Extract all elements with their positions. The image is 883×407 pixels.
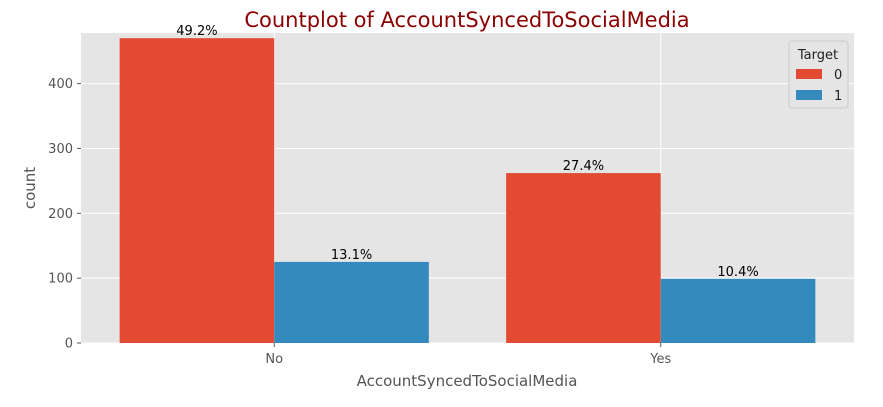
bar-data-label: 13.1% — [331, 248, 372, 263]
y-tick-label: 100 — [48, 272, 73, 287]
bar — [506, 173, 661, 343]
bars: 49.2% 13.1% 27.4% 10.4% — [119, 24, 816, 343]
x-tick-label: Yes — [649, 352, 671, 367]
y-axis-ticks: 0 100 200 300 400 — [48, 77, 81, 352]
legend-title: Target — [797, 48, 838, 63]
bar — [660, 278, 816, 343]
y-tick-label: 0 — [65, 337, 73, 352]
bar — [274, 261, 429, 343]
y-tick-label: 400 — [48, 77, 73, 92]
bar-data-label: 27.4% — [563, 159, 604, 174]
y-tick-label: 300 — [48, 142, 73, 157]
legend-entry-label: 1 — [834, 89, 842, 104]
legend: Target 0 1 — [788, 40, 849, 109]
bar-data-label: 10.4% — [717, 265, 758, 280]
x-axis-label: AccountSyncedToSocialMedia — [357, 372, 578, 390]
bar-data-label: 49.2% — [176, 24, 217, 39]
legend-swatch — [796, 69, 822, 79]
x-axis-ticks: No Yes — [265, 343, 671, 367]
bar — [119, 38, 275, 343]
x-tick-label: No — [265, 352, 283, 367]
legend-entry-label: 0 — [834, 68, 842, 83]
y-tick-label: 200 — [48, 207, 73, 222]
y-axis-label: count — [21, 167, 39, 209]
legend-swatch — [796, 90, 822, 100]
chart-title: Countplot of AccountSyncedToSocialMedia — [244, 8, 689, 32]
